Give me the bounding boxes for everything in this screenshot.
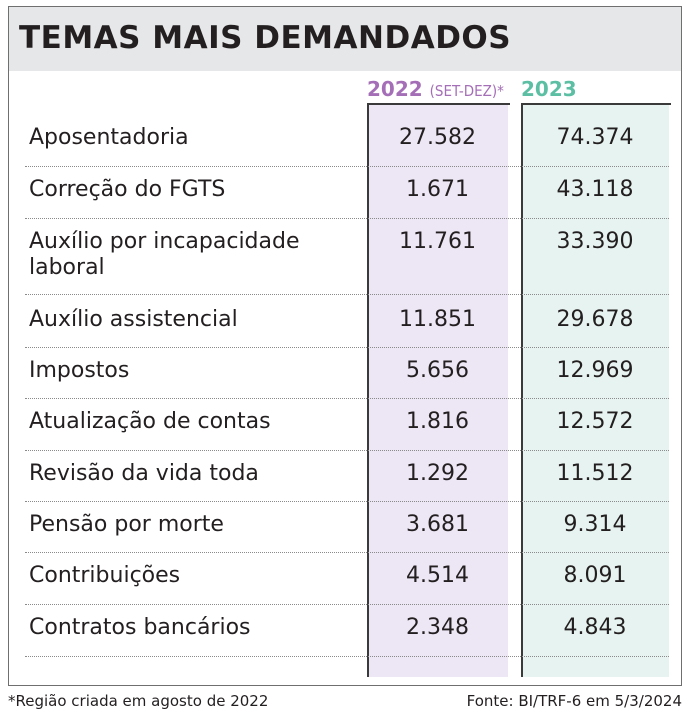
column-header-2023-rule [521,103,671,105]
row-label: Impostos [29,358,130,383]
table-row: Impostos 5.656 12.969 [25,348,669,399]
row-value-2023: 74.374 [556,125,634,150]
table-frame: TEMAS MAIS DEMANDADOS 2022 (SET-DEZ)* 20… [8,6,682,686]
table-row: Pensão por morte 3.681 9.314 [25,502,669,553]
row-value-2022: 4.514 [406,563,469,588]
footnote: *Região criada em agosto de 2022 [8,692,269,710]
title-bar: TEMAS MAIS DEMANDADOS [9,7,681,71]
row-label: Correção do FGTS [29,177,226,202]
row-divider [25,450,669,451]
row-label: Aposentadoria [29,125,189,150]
column-header-2022-note: (SET-DEZ)* [429,82,504,100]
row-divider [25,398,669,399]
row-value-2023: 33.390 [556,229,634,254]
row-value-2022: 3.681 [406,512,469,537]
row-value-2023: 12.969 [556,358,634,383]
row-value-2023: 4.843 [563,615,627,640]
row-value-2022: 11.851 [399,307,476,332]
table-row: Aposentadoria 27.582 74.374 [25,117,669,167]
column-header-2023-year: 2023 [521,77,577,101]
table-row: Auxílio por incapacidade laboral 11.761 … [25,219,669,295]
row-divider [25,166,669,167]
table-row: Contratos bancários 2.348 4.843 [25,605,669,657]
row-divider [25,656,669,657]
row-value-2023: 43.118 [556,177,634,202]
row-label: Auxílio assistencial [29,307,238,332]
row-value-2022: 5.656 [406,358,469,383]
column-header-2023: 2023 [521,77,577,101]
page-title: TEMAS MAIS DEMANDADOS [19,20,512,56]
row-value-2023: 11.512 [556,461,634,486]
column-header-2022-rule [367,103,510,105]
row-value-2023: 12.572 [556,409,634,434]
source-credit: Fonte: BI/TRF-6 em 5/3/2024 [466,692,682,710]
row-label: Atualização de contas [29,409,271,434]
table-row: Atualização de contas 1.816 12.572 [25,399,669,451]
row-divider [25,552,669,553]
row-divider [25,347,669,348]
table-row: Correção do FGTS 1.671 43.118 [25,167,669,219]
table-row: Revisão da vida toda 1.292 11.512 [25,451,669,502]
table-row: Contribuições 4.514 8.091 [25,553,669,605]
row-value-2022: 1.816 [406,409,469,434]
row-value-2022: 27.582 [399,125,476,150]
row-value-2022: 1.671 [406,177,469,202]
row-label: Pensão por morte [29,512,224,537]
row-value-2023: 9.314 [563,512,627,537]
column-2023-background [521,105,669,677]
row-label: Revisão da vida toda [29,461,259,486]
column-header-2022-year: 2022 [367,77,423,101]
table-row: Auxílio assistencial 11.851 29.678 [25,295,669,348]
row-value-2022: 11.761 [399,229,476,254]
column-2023-left-rule [521,105,523,677]
row-divider [25,501,669,502]
row-label: Auxílio por incapacidade laboral [29,229,300,280]
column-2022-background [367,105,508,677]
row-value-2022: 2.348 [406,615,469,640]
row-value-2023: 29.678 [556,307,634,332]
row-divider [25,294,669,295]
column-2022-left-rule [367,105,369,677]
row-value-2023: 8.091 [563,563,627,588]
row-divider [25,218,669,219]
row-label: Contribuições [29,563,181,588]
column-header-2022: 2022 (SET-DEZ)* [367,77,504,101]
row-divider [25,604,669,605]
row-value-2022: 1.292 [406,461,469,486]
row-label: Contratos bancários [29,615,251,640]
